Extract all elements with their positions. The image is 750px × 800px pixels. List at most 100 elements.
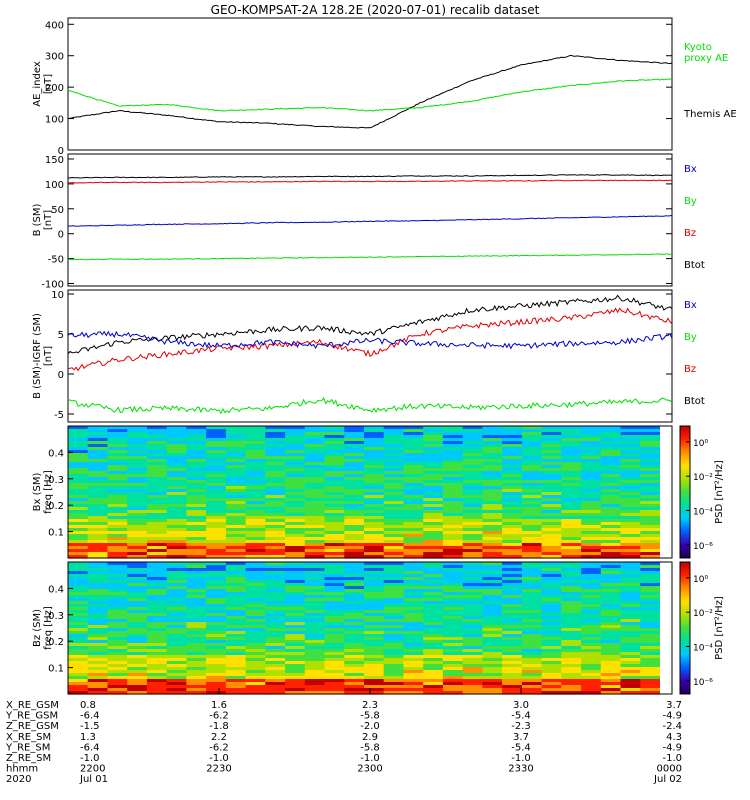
spec_bz-cell [344,634,365,638]
spec_bz-colorbar-tick-label: 10⁻⁶ [693,678,713,688]
bigrf-legend-3: Btot [684,396,705,407]
spec_bx-cell [146,486,168,490]
spec_bz-cell [620,691,641,695]
spec_bx-cell [285,441,306,445]
spec_bz-cell [324,628,345,632]
spec_bz-cell [285,661,306,665]
spec_bx-cell [245,438,266,442]
spec_bz-cell [521,658,543,662]
spec_bz-cell [383,673,404,677]
spec_bx-cell [166,552,187,556]
spec_bz-cell [127,562,148,566]
spec_bx-cell [521,549,543,553]
spec_bx-cell [186,537,207,541]
spec_bz-cell [206,574,227,578]
spec_bx-cell [107,501,128,505]
spec_bx-cell [304,516,326,520]
spec_bx-cell [640,435,661,439]
spec_bz-cell [186,619,207,623]
spec_bz-cell [502,655,523,659]
spec_bz-cell [107,592,128,596]
spec_bz-cell [541,610,562,614]
spec_bx-cell [166,537,187,541]
spec_bz-cell [245,562,266,566]
spec_bz-cell [127,691,148,695]
spec_bz-cell [107,583,128,587]
spec_bx-cell [107,459,128,463]
spec_bx-cell [285,537,306,541]
spec_bz-cell [620,613,641,617]
spec_bx-cell [245,507,266,511]
spec_bx-cell [206,438,227,442]
spec_bz-cell [442,595,464,599]
spec_bx-cell [640,522,661,526]
spec_bz-cell [304,655,326,659]
spec_bx-cell [482,546,503,550]
spec_bx-cell [265,438,286,442]
spec_bx-cell [285,534,306,538]
spec_bz-cell [462,652,483,656]
spec_bz-cell [186,646,207,650]
bigrf-ytick-label: -5 [54,410,64,421]
spec_bx-cell [502,447,523,451]
spec_bz-cell [87,622,108,626]
x-axis-value: -1.0 [209,753,229,764]
spec_bz-cell [482,655,503,659]
spec_bz-cell [225,685,247,689]
spec_bz-cell [383,574,404,578]
spec_bz-cell [640,634,661,638]
spec_bx-cell [206,546,227,550]
spec_bx-cell [423,435,444,439]
spec_bx-cell [620,444,641,448]
spec_bx-cell [442,471,464,475]
spec_bz-cell [304,685,326,689]
spec_bz-cell [620,679,641,683]
spec_bx-cell [285,435,306,439]
spec_bx-cell [87,474,108,478]
spec_bz-cell [225,679,247,683]
spec_bx-cell [521,498,543,502]
spec_bz-cell [324,568,345,572]
spec_bz-cell [107,601,128,605]
spec_bz-cell [166,652,187,656]
spec_bz-cell [442,616,464,620]
spec_bz-cell [482,688,503,692]
spec_bx-cell [383,486,404,490]
spec_bz-cell [541,685,562,689]
spec_bx-cell [581,426,602,430]
spec_bx-cell [68,465,89,469]
spec_bx-cell [68,528,89,532]
spec_bz-cell [423,583,444,587]
spec_bx-cell [225,426,247,430]
spec_bx-cell [442,501,464,505]
spec_bx-cell [186,459,207,463]
spec_bz-cell [166,685,187,689]
spec_bx-cell [423,522,444,526]
spec_bx-cell [166,483,187,487]
spec_bz-cell [403,592,424,596]
spec_bz-cell [581,595,602,599]
spec_bz-cell [561,664,582,668]
spec_bx-cell [561,474,582,478]
spec_bx-cell [442,498,464,502]
spec_bx-cell [127,528,148,532]
spec_bx-cell [383,435,404,439]
spec_bx-cell [68,549,89,553]
spec_bz-cell [285,601,306,605]
spec_bx-cell [87,465,108,469]
spec_bx-cell [600,447,622,451]
spec_bx-cell [423,528,444,532]
spec_bx-cell [206,525,227,529]
spec_bx-cell [186,525,207,529]
spec_bz-cell [383,670,404,674]
spec_bz-cell [640,655,661,659]
spec_bx-cell [364,483,385,487]
spec_bx-cell [245,552,266,556]
spec_bx-cell [225,540,247,544]
spec_bz-cell [561,616,582,620]
spec_bx-cell [225,543,247,547]
spec_bz-cell [482,679,503,683]
spec_bz-cell [245,661,266,665]
spec_bx-cell [324,525,345,529]
spec_bx-cell [541,516,562,520]
